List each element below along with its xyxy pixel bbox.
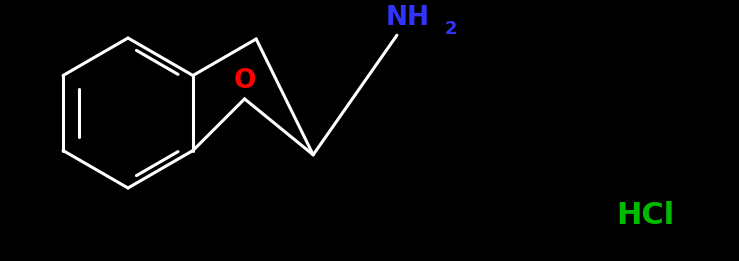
Text: O: O bbox=[234, 68, 256, 94]
Text: 2: 2 bbox=[445, 20, 457, 38]
Text: NH: NH bbox=[386, 5, 430, 31]
Text: HCl: HCl bbox=[616, 200, 674, 229]
